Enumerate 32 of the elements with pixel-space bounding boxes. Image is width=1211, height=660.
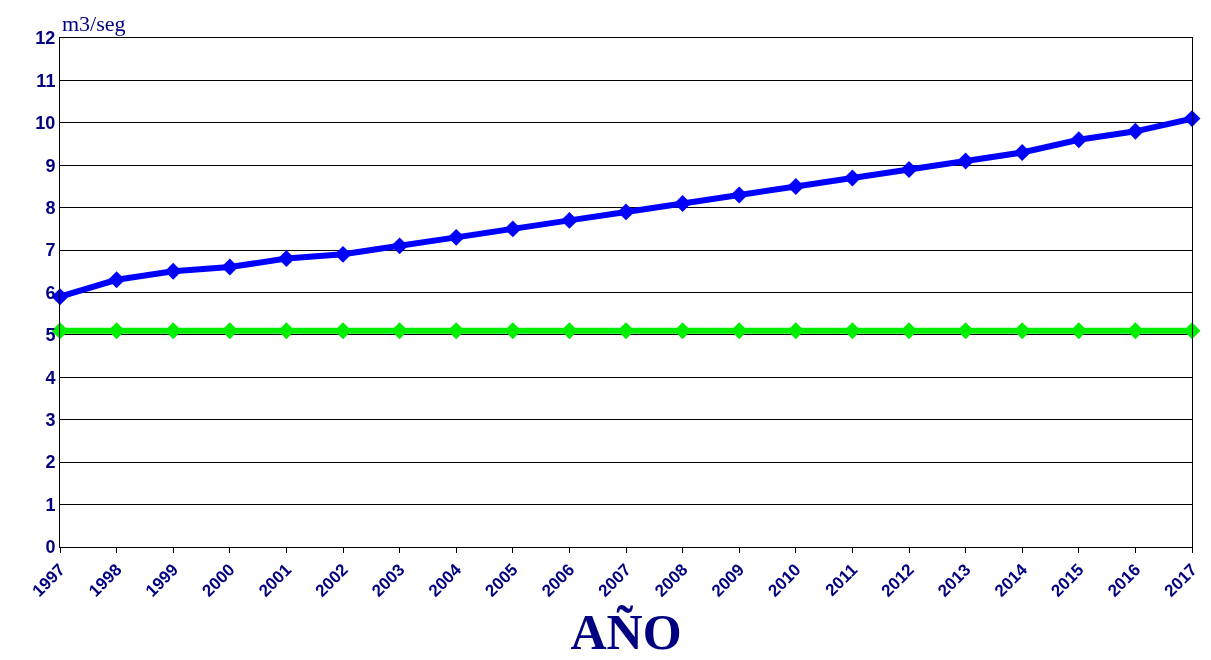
point (164, 262, 182, 280)
y-tick-label: 3 (45, 410, 56, 431)
point (391, 237, 409, 255)
point (1070, 131, 1088, 149)
point (1183, 110, 1201, 128)
x-axis-title: AÑO (570, 604, 682, 660)
y-tick-label: 8 (45, 197, 56, 218)
point (221, 258, 239, 276)
y-tick-label: 0 (45, 537, 56, 558)
y-tick-label: 10 (35, 113, 56, 134)
point (787, 178, 805, 195)
point (1013, 144, 1031, 161)
y-tick-label: 12 (35, 28, 56, 49)
y-axis-title: m3/seg (62, 11, 126, 36)
y-tick-label: 5 (45, 325, 56, 346)
y-tick-label: 9 (45, 155, 56, 176)
point (504, 220, 522, 238)
y-tick-label: 4 (45, 367, 56, 388)
point (1126, 122, 1144, 140)
point (674, 194, 692, 212)
y-tick-label: 2 (45, 452, 56, 473)
y-tick-label: 6 (45, 282, 56, 303)
point (108, 271, 126, 289)
y-tick-label: 1 (45, 494, 56, 515)
point (617, 203, 635, 221)
y-tick-label: 7 (45, 240, 56, 261)
point (730, 186, 748, 204)
point (447, 228, 465, 246)
point (277, 250, 295, 268)
point (560, 211, 578, 229)
y-tick-label: 11 (36, 70, 56, 91)
point (900, 161, 918, 178)
